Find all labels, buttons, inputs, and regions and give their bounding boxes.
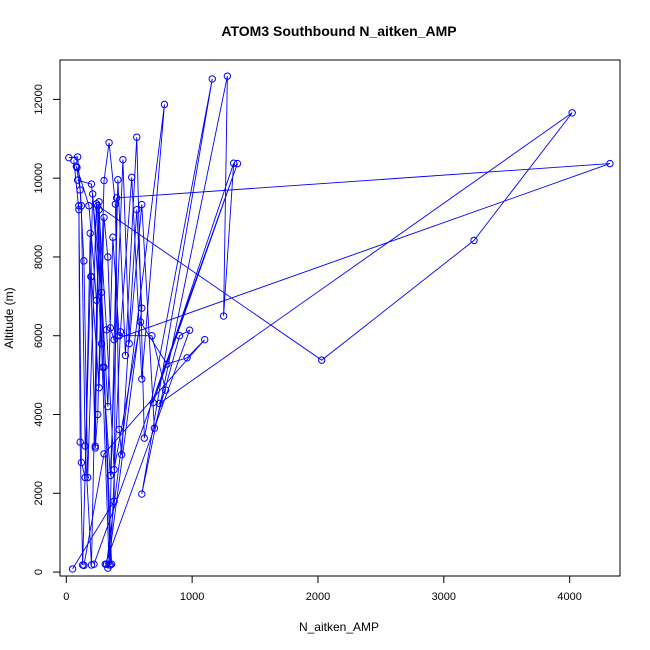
data-point (80, 561, 88, 570)
series-line (77, 112, 573, 565)
data-point (162, 386, 170, 394)
data-point (91, 444, 99, 452)
data-point (233, 159, 242, 168)
data-point (160, 100, 169, 109)
plot-area (65, 72, 614, 573)
data-point (133, 133, 141, 141)
data-point (106, 324, 115, 332)
data-point (606, 159, 614, 168)
data-point (117, 450, 126, 459)
data-point (318, 356, 326, 364)
data-point (104, 564, 112, 572)
data-point (94, 410, 102, 419)
data-point (150, 424, 159, 432)
data-point (100, 213, 108, 222)
data-point (75, 202, 83, 210)
data-point (121, 351, 130, 360)
data-point (163, 360, 171, 368)
data-point (148, 332, 156, 340)
data-point (223, 72, 232, 80)
data-point (81, 473, 89, 482)
data-point (68, 565, 77, 573)
data-point (155, 399, 164, 408)
x-tick-label: 3000 (432, 591, 456, 603)
chart-title: ATOM3 Southbound N_aitken_AMP (221, 23, 456, 39)
x-tick-label: 0 (63, 591, 69, 603)
data-point (114, 176, 122, 184)
data-point (201, 335, 209, 344)
series-group (73, 109, 576, 568)
series-group (68, 159, 614, 573)
data-point (138, 200, 146, 209)
x-tick-label: 1000 (180, 591, 204, 603)
data-point (94, 202, 102, 210)
data-point (80, 257, 88, 265)
data-point (115, 332, 123, 340)
data-point (104, 402, 112, 411)
data-point (125, 339, 133, 348)
plot-frame (59, 59, 621, 577)
y-tick-label: 4000 (33, 402, 45, 426)
data-point (119, 155, 127, 164)
x-axis-label: N_aitken_AMP (299, 620, 379, 634)
data-point (208, 75, 216, 83)
data-point (76, 186, 84, 194)
data-point (175, 332, 184, 340)
series-line (75, 159, 191, 565)
data-point (185, 326, 194, 334)
y-tick-label: 2000 (33, 481, 45, 505)
data-point (87, 180, 96, 188)
data-point (85, 202, 93, 210)
data-point (568, 109, 576, 117)
data-point (95, 384, 103, 392)
x-axis: 0 1000 2000 3000 4000 (63, 576, 582, 603)
x-tick-label: 4000 (557, 591, 581, 603)
data-point (90, 560, 98, 568)
data-point (100, 176, 108, 185)
data-point (470, 236, 478, 245)
data-point (73, 163, 81, 172)
data-point (73, 176, 82, 184)
y-tick-label: 12000 (33, 84, 45, 115)
series-group (72, 155, 194, 568)
data-point (106, 471, 115, 480)
data-point (105, 139, 113, 147)
data-point (115, 425, 123, 434)
data-point (83, 473, 92, 482)
data-point (76, 438, 84, 446)
y-tick-label: 10000 (33, 163, 45, 194)
series-line (73, 76, 238, 565)
data-point (140, 434, 149, 442)
series-line (72, 163, 611, 570)
y-tick-label: 6000 (33, 323, 45, 347)
data-point (229, 159, 238, 167)
data-point (138, 490, 146, 498)
y-axis-label: Altitude (m) (2, 287, 16, 348)
data-point (111, 200, 120, 208)
data-point (77, 458, 86, 467)
data-point (133, 205, 141, 214)
data-point (138, 375, 146, 383)
data-point (104, 253, 112, 261)
y-axis: 0 2000 4000 6000 8000 10000 12000 (33, 84, 60, 575)
data-point (219, 312, 228, 320)
x-tick-label: 2000 (306, 591, 330, 603)
data-point (86, 229, 94, 238)
data-point (110, 497, 118, 505)
y-tick-label: 8000 (33, 245, 45, 269)
series-line (90, 142, 143, 569)
series-group (87, 139, 146, 572)
data-point (183, 354, 191, 362)
data-point (87, 272, 95, 281)
y-tick-label: 0 (33, 569, 45, 575)
data-point (138, 304, 146, 312)
